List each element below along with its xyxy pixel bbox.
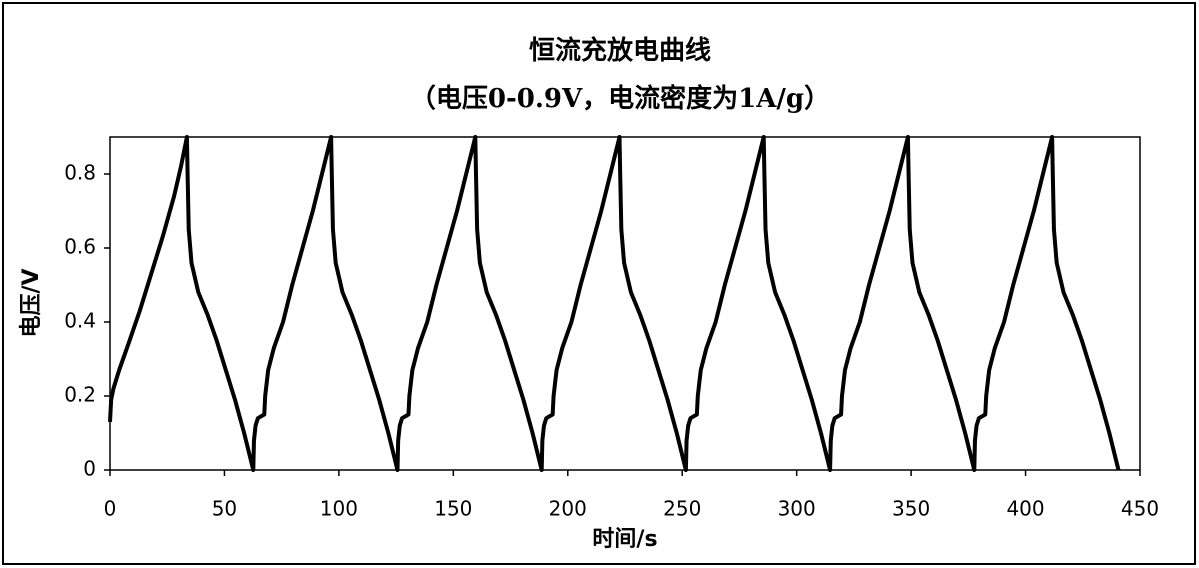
x-tick-label: 300: [778, 497, 816, 521]
x-tick-label: 250: [663, 497, 701, 521]
chart-title: 恒流充放电曲线: [529, 35, 711, 66]
y-tick-label: 0.4: [64, 309, 96, 333]
y-tick-label: 0.8: [64, 161, 96, 185]
y-axis-label: 电压/V: [19, 268, 44, 337]
x-tick-label: 100: [320, 497, 358, 521]
x-tick-label: 350: [892, 497, 930, 521]
y-tick-label: 0.6: [64, 235, 96, 259]
y-tick-label: 0: [83, 457, 96, 481]
chart-subtitle: （电压0-0.9V，电流密度为1A/g）: [410, 83, 830, 114]
x-tick-label: 0: [104, 497, 117, 521]
data-line: [108, 135, 1121, 472]
x-tick-label: 400: [1006, 497, 1044, 521]
y-tick-label: 0.2: [64, 383, 96, 407]
plot-area: [109, 136, 1141, 471]
x-tick-label: 150: [434, 497, 472, 521]
x-tick-label: 200: [549, 497, 587, 521]
x-tick-label: 450: [1121, 497, 1159, 521]
x-axis-label: 时间/s: [592, 527, 657, 552]
x-tick-label: 50: [212, 497, 237, 521]
